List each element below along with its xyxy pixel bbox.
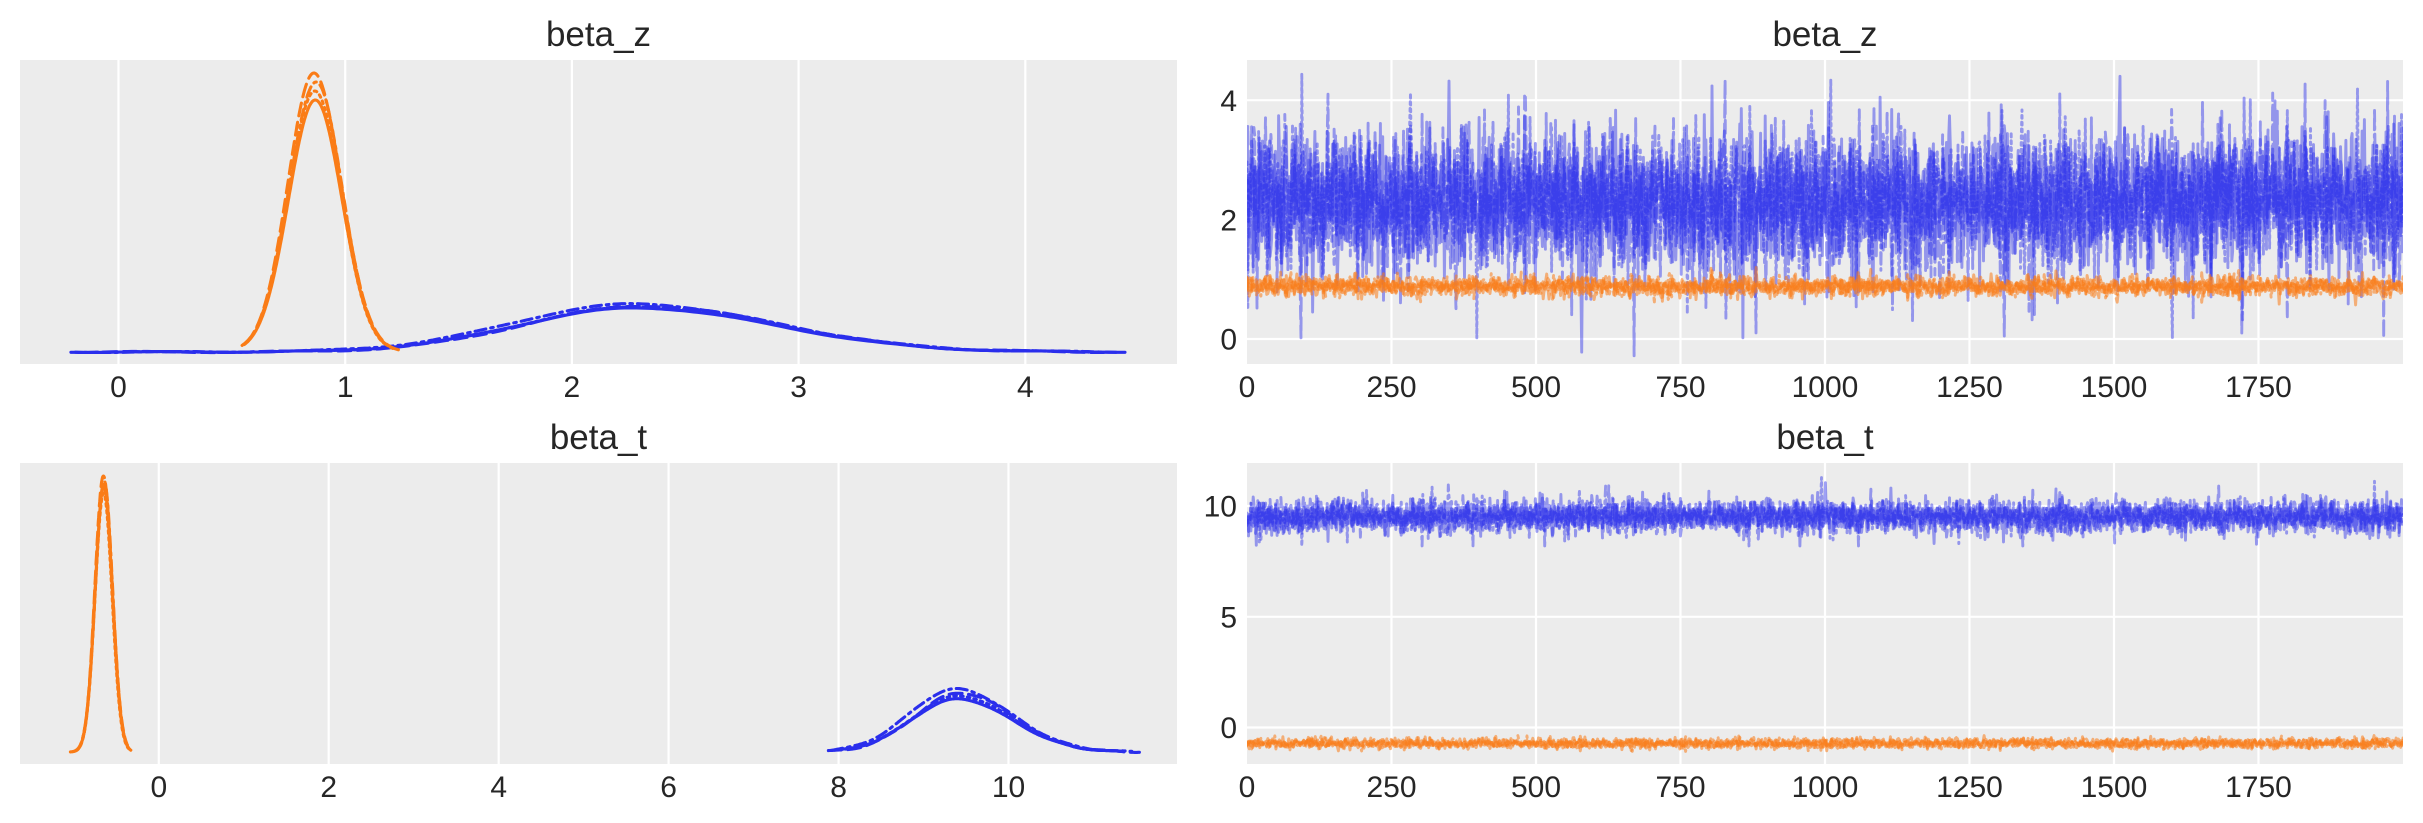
- svg-text:10: 10: [992, 771, 1025, 804]
- svg-text:1000: 1000: [1792, 371, 1859, 404]
- svg-text:3: 3: [790, 371, 807, 404]
- svg-text:0: 0: [1239, 371, 1256, 404]
- svg-text:4: 4: [1017, 371, 1034, 404]
- svg-text:0: 0: [110, 371, 127, 404]
- svg-text:10: 10: [1204, 491, 1237, 524]
- svg-text:2: 2: [1220, 204, 1237, 237]
- svg-text:1500: 1500: [2081, 771, 2148, 804]
- svg-text:beta_z: beta_z: [1772, 15, 1877, 54]
- svg-text:beta_t: beta_t: [550, 418, 648, 457]
- svg-text:500: 500: [1511, 371, 1561, 404]
- svg-text:2: 2: [564, 371, 581, 404]
- svg-text:6: 6: [660, 771, 677, 804]
- svg-text:250: 250: [1366, 771, 1416, 804]
- svg-text:1750: 1750: [2225, 771, 2292, 804]
- svg-text:0: 0: [1220, 712, 1237, 745]
- svg-text:beta_t: beta_t: [1776, 418, 1874, 457]
- svg-text:5: 5: [1220, 602, 1237, 635]
- svg-text:750: 750: [1655, 371, 1705, 404]
- svg-text:0: 0: [150, 771, 167, 804]
- svg-text:beta_z: beta_z: [546, 15, 651, 54]
- svg-text:1: 1: [337, 371, 354, 404]
- svg-text:1750: 1750: [2225, 371, 2292, 404]
- svg-text:8: 8: [830, 771, 847, 804]
- svg-text:1250: 1250: [1936, 371, 2003, 404]
- svg-text:750: 750: [1655, 771, 1705, 804]
- svg-text:250: 250: [1366, 371, 1416, 404]
- svg-text:2: 2: [320, 771, 337, 804]
- svg-text:1250: 1250: [1936, 771, 2003, 804]
- svg-text:4: 4: [1220, 85, 1237, 118]
- svg-text:4: 4: [490, 771, 507, 804]
- svg-text:0: 0: [1220, 324, 1237, 357]
- svg-text:1500: 1500: [2081, 371, 2148, 404]
- svg-text:0: 0: [1239, 771, 1256, 804]
- svg-text:500: 500: [1511, 771, 1561, 804]
- svg-text:1000: 1000: [1792, 771, 1859, 804]
